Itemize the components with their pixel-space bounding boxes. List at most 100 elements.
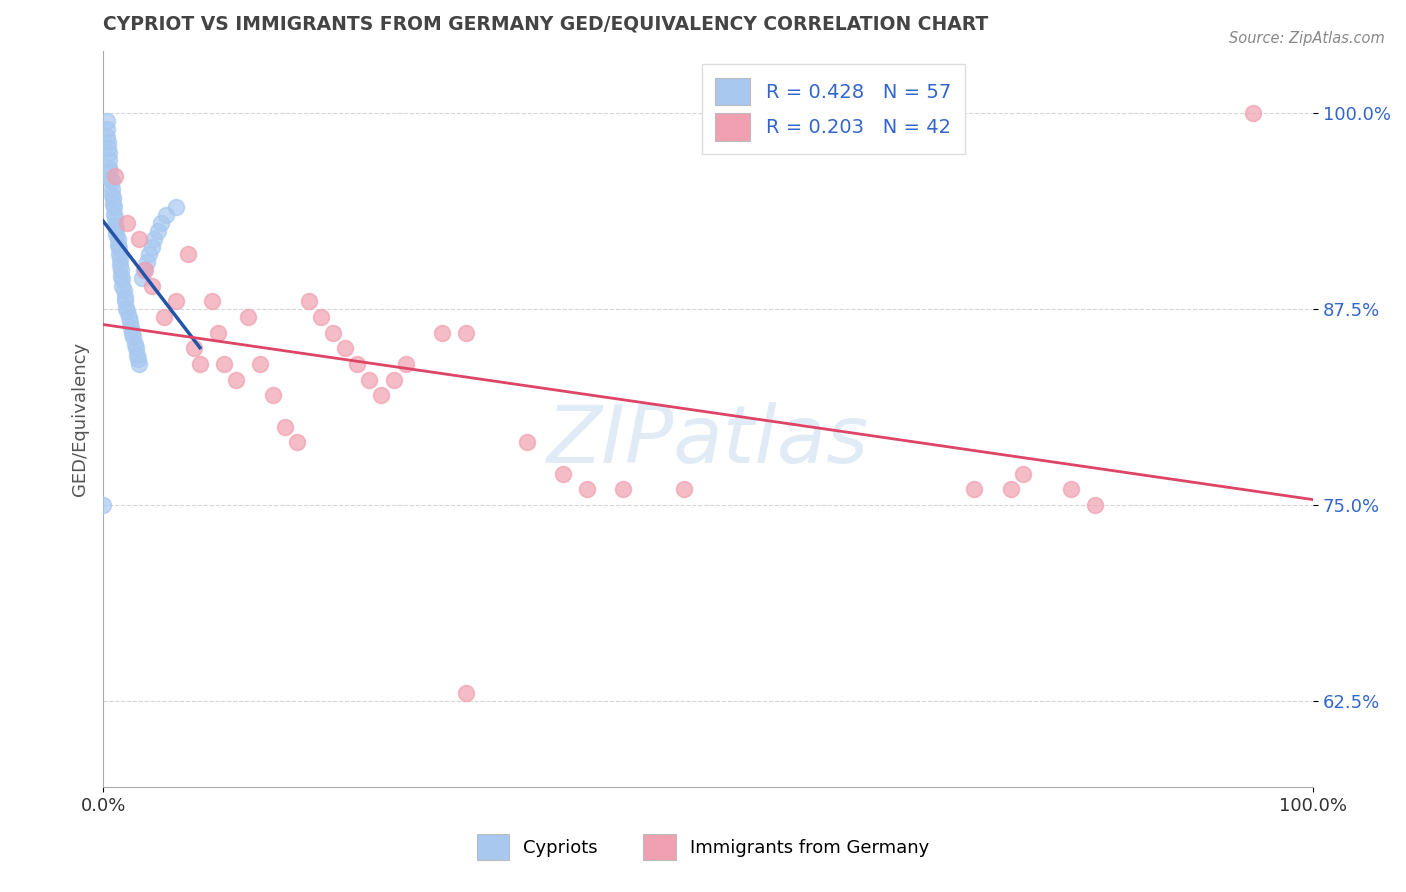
Legend: Cypriots, Immigrants from Germany: Cypriots, Immigrants from Germany (463, 820, 943, 874)
Text: ZIPatlas: ZIPatlas (547, 402, 869, 480)
Point (125, 348, 148, 362)
Point (249, 357, 271, 371)
Point (309, 310, 332, 324)
Point (672, 483, 695, 497)
Point (97, 141, 120, 155)
Point (104, 211, 127, 226)
Point (273, 419, 295, 434)
Point (110, 263, 132, 277)
Point (103, 207, 125, 221)
Point (359, 373, 381, 387)
Point (110, 269, 132, 284)
Point (238, 310, 260, 324)
Point (101, 197, 124, 211)
Point (108, 252, 131, 266)
Point (101, 191, 124, 205)
Point (142, 232, 165, 246)
Point (98, 161, 121, 176)
Point (152, 310, 174, 324)
Point (120, 321, 142, 335)
Point (1241, 106, 1264, 120)
Point (138, 247, 160, 261)
Point (117, 303, 139, 318)
Point (183, 342, 205, 356)
Point (100, 174, 122, 188)
Point (124, 336, 146, 351)
Point (370, 388, 392, 402)
Point (100, 172, 122, 186)
Point (114, 290, 136, 304)
Point (104, 218, 127, 232)
Point (395, 357, 418, 371)
Point (96, 130, 118, 145)
Point (122, 330, 145, 344)
Point (91, 498, 114, 512)
Point (125, 342, 148, 356)
Point (201, 294, 224, 309)
Point (117, 216, 139, 230)
Point (134, 263, 156, 277)
Point (111, 278, 134, 293)
Point (155, 208, 177, 222)
Legend: R = 0.428   N = 57, R = 0.203   N = 42: R = 0.428 N = 57, R = 0.203 N = 42 (702, 64, 965, 154)
Point (128, 357, 150, 371)
Point (135, 255, 157, 269)
Point (98, 145, 121, 160)
Point (333, 342, 356, 356)
Point (108, 247, 131, 261)
Point (97, 135, 120, 149)
Point (100, 164, 122, 178)
Point (212, 357, 235, 371)
Point (98, 153, 121, 168)
Point (963, 483, 986, 497)
Point (128, 232, 150, 246)
Point (285, 435, 308, 450)
Point (100, 181, 122, 195)
Point (146, 224, 169, 238)
Point (150, 216, 173, 230)
Point (346, 357, 368, 371)
Point (105, 220, 128, 235)
Point (225, 373, 247, 387)
Point (1011, 467, 1033, 481)
Point (262, 388, 284, 402)
Point (576, 483, 599, 497)
Point (551, 467, 574, 481)
Point (298, 294, 321, 309)
Point (103, 201, 125, 215)
Point (131, 271, 153, 285)
Point (612, 483, 634, 497)
Point (104, 169, 127, 183)
Point (117, 310, 139, 324)
Point (107, 232, 129, 246)
Point (114, 294, 136, 309)
Point (382, 373, 405, 387)
Point (322, 326, 344, 340)
Point (127, 352, 149, 367)
Text: Source: ZipAtlas.com: Source: ZipAtlas.com (1229, 31, 1385, 46)
Point (112, 284, 135, 298)
Point (456, 326, 478, 340)
Point (165, 201, 187, 215)
Point (121, 326, 143, 340)
Point (1084, 498, 1107, 512)
Point (115, 301, 138, 315)
Point (100, 188, 122, 202)
Point (207, 326, 229, 340)
Point (111, 272, 134, 286)
Text: CYPRIOT VS IMMIGRANTS FROM GERMANY GED/EQUIVALENCY CORRELATION CHART: CYPRIOT VS IMMIGRANTS FROM GERMANY GED/E… (103, 15, 988, 34)
Point (188, 357, 211, 371)
Point (165, 294, 187, 309)
Point (456, 686, 478, 700)
Point (1000, 483, 1022, 497)
Point (96, 122, 118, 136)
Point (134, 263, 156, 277)
Point (141, 278, 163, 293)
Point (108, 259, 131, 273)
Y-axis label: GED/Equivalency: GED/Equivalency (72, 342, 89, 496)
Point (105, 227, 128, 241)
Point (1060, 483, 1083, 497)
Point (141, 239, 163, 253)
Point (96, 114, 118, 128)
Point (430, 326, 453, 340)
